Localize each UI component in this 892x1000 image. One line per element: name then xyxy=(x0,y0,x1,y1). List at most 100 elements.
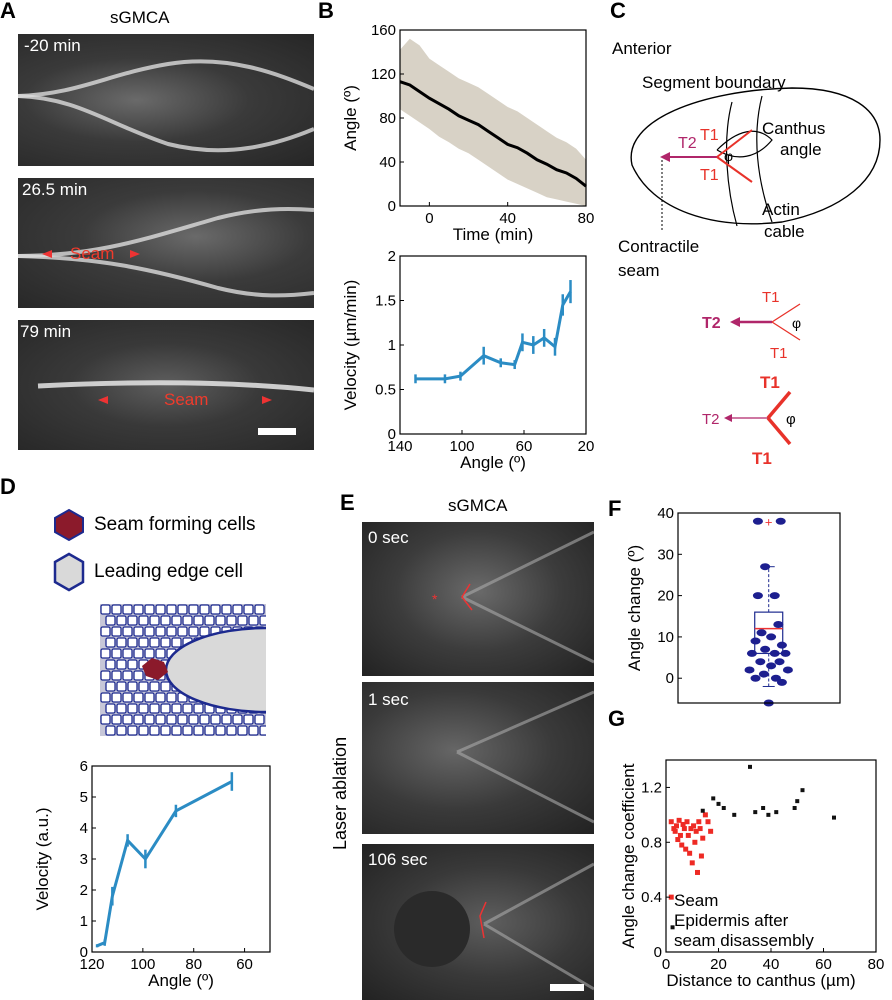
cell xyxy=(133,626,144,637)
cell xyxy=(193,725,204,736)
data-point xyxy=(760,645,771,653)
cell xyxy=(127,703,138,714)
data-point xyxy=(769,592,780,600)
epidermis-point xyxy=(800,788,805,793)
cell xyxy=(171,637,182,648)
leading-edge xyxy=(716,130,773,158)
y-tick-label: 0.5 xyxy=(375,382,396,399)
legend-seam-forming-cells: Seam forming cells xyxy=(52,508,256,542)
panel-f-chart: +0 10 20 30 40 Angle change (º) xyxy=(625,505,841,707)
cell xyxy=(160,681,171,692)
y-tick-label: 120 xyxy=(371,66,396,83)
y-axis-label: Angle change (º) xyxy=(625,545,644,671)
panel-a-frame-3: 79 min Seam xyxy=(18,320,314,450)
cell xyxy=(177,604,188,615)
cell xyxy=(182,725,193,736)
x-tick-label: 80 xyxy=(578,210,595,227)
epidermis-point xyxy=(716,801,721,806)
cell xyxy=(155,626,166,637)
seam-point xyxy=(680,821,686,827)
x-axis-label: Angle (º) xyxy=(148,971,214,990)
seam-point xyxy=(708,828,714,834)
panel-e-frame-2: 1 sec xyxy=(362,682,594,834)
seam-point xyxy=(675,837,681,843)
f2-t1-up-label: T1 xyxy=(760,373,780,392)
seam-point xyxy=(688,826,694,832)
cell xyxy=(122,692,133,703)
x-tick-label: 120 xyxy=(79,956,104,973)
cell xyxy=(149,615,160,626)
cell xyxy=(127,659,138,670)
legend-epidermis-label-1: Epidermis after xyxy=(674,911,789,930)
y-tick-label: 0 xyxy=(388,198,396,215)
e-frame-1-time: 0 sec xyxy=(368,528,409,547)
ablation-star: * xyxy=(432,591,438,607)
cell xyxy=(116,637,127,648)
x-tick-label: 60 xyxy=(236,956,253,973)
data-point xyxy=(775,517,786,525)
seam-point xyxy=(668,819,674,825)
y-tick-label: 0.8 xyxy=(641,834,662,851)
data-point xyxy=(760,563,771,571)
laser-ablation-label: Laser ablation xyxy=(330,736,350,850)
data-point xyxy=(782,666,793,674)
cell xyxy=(210,714,221,725)
panel-a-frame-1: -20 min xyxy=(18,34,314,166)
seam-point xyxy=(674,823,679,829)
cell xyxy=(111,714,122,725)
cell xyxy=(232,604,243,615)
x-tick-label: 100 xyxy=(130,956,155,973)
c-label-phi: φ xyxy=(724,148,733,164)
cell xyxy=(232,714,243,725)
legend-seam-label: Seam xyxy=(674,891,718,910)
epidermis-point xyxy=(732,812,737,817)
panel-a-title: sGMCA xyxy=(110,8,170,27)
plot-frame xyxy=(91,765,271,953)
f2-t1-up xyxy=(766,390,792,420)
cell xyxy=(166,626,177,637)
embryo-outline xyxy=(630,87,881,225)
y-axis-label: Velocity (µm/min) xyxy=(341,280,360,411)
label-segment-boundary: Segment boundary xyxy=(642,73,786,92)
f1-t1-down-label: T1 xyxy=(770,345,788,362)
epidermis-point xyxy=(792,806,797,810)
seam-point xyxy=(698,853,704,859)
data-point xyxy=(780,649,791,657)
f1-t1-up xyxy=(771,303,801,323)
cell xyxy=(160,725,171,736)
data-point xyxy=(746,649,757,657)
cell-sheet-diagram xyxy=(100,604,266,736)
x-tick-label: 60 xyxy=(815,956,832,973)
cell xyxy=(111,604,122,615)
epidermis-point xyxy=(721,806,726,810)
seam-cells xyxy=(142,658,168,680)
cell xyxy=(144,692,155,703)
mean-angle-line xyxy=(399,80,587,188)
data-point xyxy=(776,678,787,686)
cell xyxy=(254,604,265,615)
cell xyxy=(210,604,221,615)
epidermis-point xyxy=(700,808,705,813)
seam-point xyxy=(700,835,706,841)
y-tick-label: 0 xyxy=(388,426,396,443)
cell xyxy=(100,604,111,615)
f2-t1-down-label: T1 xyxy=(752,449,772,468)
cell xyxy=(127,637,138,648)
scale-bar xyxy=(258,428,296,435)
plot-frame xyxy=(677,512,841,704)
cell xyxy=(127,615,138,626)
data-point xyxy=(750,637,761,645)
cell xyxy=(111,692,122,703)
cell xyxy=(226,615,237,626)
cell xyxy=(133,670,144,681)
data-point xyxy=(769,649,780,657)
cell xyxy=(177,714,188,725)
box xyxy=(754,611,784,655)
velocity-line xyxy=(96,780,233,948)
angle-marker xyxy=(461,583,473,611)
x-axis-label: Angle (º) xyxy=(460,453,526,472)
cell xyxy=(155,714,166,725)
panel-letter-c: C xyxy=(610,0,626,23)
panel-d-chart: 0 1 2 3 4 5 6 120 100 80 60 Velocity (a.u.) Angle (º… xyxy=(33,758,271,990)
seam-point xyxy=(668,894,674,900)
